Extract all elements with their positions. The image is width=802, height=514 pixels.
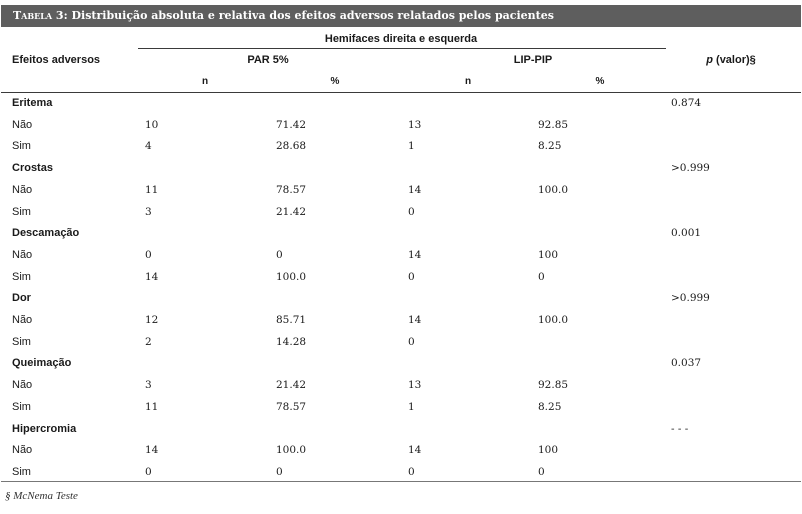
cell-n-lip: 13: [408, 379, 422, 391]
cell-pct-lip: 100: [538, 444, 559, 456]
cell-n-par: 3: [145, 379, 152, 391]
cell-pct-par: 21.42: [276, 379, 307, 391]
cell-n-lip: 0: [408, 206, 415, 218]
cell-pct-par: 0: [276, 249, 283, 261]
cell-n-par: 0: [145, 249, 152, 261]
cell-pct-par: 14.28: [276, 336, 307, 348]
group-label: Crostas: [12, 162, 53, 174]
cell-pct-par: 78.57: [276, 401, 307, 413]
group-label: Dor: [12, 292, 31, 304]
p-value: 0.874: [671, 97, 702, 109]
subheader-pct2: %: [595, 76, 605, 87]
row-label: Não: [12, 379, 33, 391]
cell-n-lip: 13: [408, 119, 422, 131]
cell-n-lip: 0: [408, 271, 415, 283]
group-label: Queimação: [12, 357, 72, 369]
cell-n-lip: 14: [408, 184, 422, 196]
cell-pct-par: 71.42: [276, 119, 307, 131]
p-rest: (valor)§: [712, 54, 756, 66]
cell-pct-lip: 8.25: [538, 140, 562, 152]
cell-pct-lip: 92.85: [538, 119, 569, 131]
row-label: Sim: [12, 466, 31, 478]
group-label: Hipercromia: [12, 423, 77, 435]
group-label: Descamação: [12, 227, 80, 239]
subheader-n2: n: [464, 76, 472, 87]
row-label: Sim: [12, 140, 31, 152]
cell-pct-par: 0: [276, 466, 283, 478]
cell-n-lip: 14: [408, 249, 422, 261]
row-label: Sim: [12, 401, 31, 413]
row-label: Não: [12, 184, 33, 196]
cell-pct-par: 85.71: [276, 314, 307, 326]
row-header: Efeitos adversos: [12, 54, 101, 66]
row-label: Sim: [12, 206, 31, 218]
cell-pct-lip: 100.0: [538, 184, 569, 196]
header-bottom-rule: [1, 92, 801, 93]
p-value: >0.999: [671, 292, 710, 304]
caption-text: Distribuição absoluta e relativa dos efe…: [71, 9, 554, 22]
col-header-par: PAR 5%: [247, 54, 289, 66]
cell-n-lip: 1: [408, 401, 415, 413]
cell-n-lip: 1: [408, 140, 415, 152]
cell-pct-lip: 92.85: [538, 379, 569, 391]
cell-pct-par: 100.0: [276, 271, 307, 283]
subheader-pct1: %: [330, 76, 340, 87]
cell-n-lip: 0: [408, 336, 415, 348]
cell-n-par: 4: [145, 140, 152, 152]
cell-pct-lip: 100.0: [538, 314, 569, 326]
group-label: Eritema: [12, 97, 53, 109]
cell-n-par: 0: [145, 466, 152, 478]
table-caption: Tabela 3: Distribuição absoluta e relati…: [1, 5, 801, 27]
cell-pct-lip: 100: [538, 249, 559, 261]
cell-n-par: 12: [145, 314, 159, 326]
cell-pct-par: 21.42: [276, 206, 307, 218]
cell-pct-par: 100.0: [276, 444, 307, 456]
p-letter: p: [706, 54, 713, 66]
cell-pct-par: 28.68: [276, 140, 307, 152]
cell-pct-lip: 0: [538, 271, 545, 283]
table-bottom-rule: [1, 481, 801, 482]
col-header-p: p (valor)§: [706, 54, 756, 66]
cell-n-par: 11: [145, 184, 159, 196]
cell-n-par: 14: [145, 271, 159, 283]
caption-label: Tabela 3:: [13, 9, 68, 22]
cell-pct-par: 78.57: [276, 184, 307, 196]
row-label: Sim: [12, 271, 31, 283]
cell-n-par: 2: [145, 336, 152, 348]
p-value: 0.001: [671, 227, 702, 239]
cell-pct-lip: 8.25: [538, 401, 562, 413]
cell-n-lip: 14: [408, 444, 422, 456]
row-label: Sim: [12, 336, 31, 348]
footnote: § McNema Teste: [5, 490, 78, 502]
col-header-lip: LIP-PIP: [513, 54, 553, 66]
cell-n-par: 10: [145, 119, 159, 131]
row-label: Não: [12, 314, 33, 326]
subheader-n1: n: [201, 76, 209, 87]
p-value: 0.037: [671, 357, 702, 369]
cell-n-par: 11: [145, 401, 159, 413]
cell-n-lip: 14: [408, 314, 422, 326]
cell-n-par: 14: [145, 444, 159, 456]
row-label: Não: [12, 249, 33, 261]
group-header: Hemifaces direita e esquerda: [324, 33, 478, 45]
cell-n-par: 3: [145, 206, 152, 218]
group-header-rule: [138, 48, 666, 49]
cell-n-lip: 0: [408, 466, 415, 478]
p-value: >0.999: [671, 162, 710, 174]
row-label: Não: [12, 119, 33, 131]
row-label: Não: [12, 444, 33, 456]
cell-pct-lip: 0: [538, 466, 545, 478]
p-value: - - -: [671, 423, 689, 435]
